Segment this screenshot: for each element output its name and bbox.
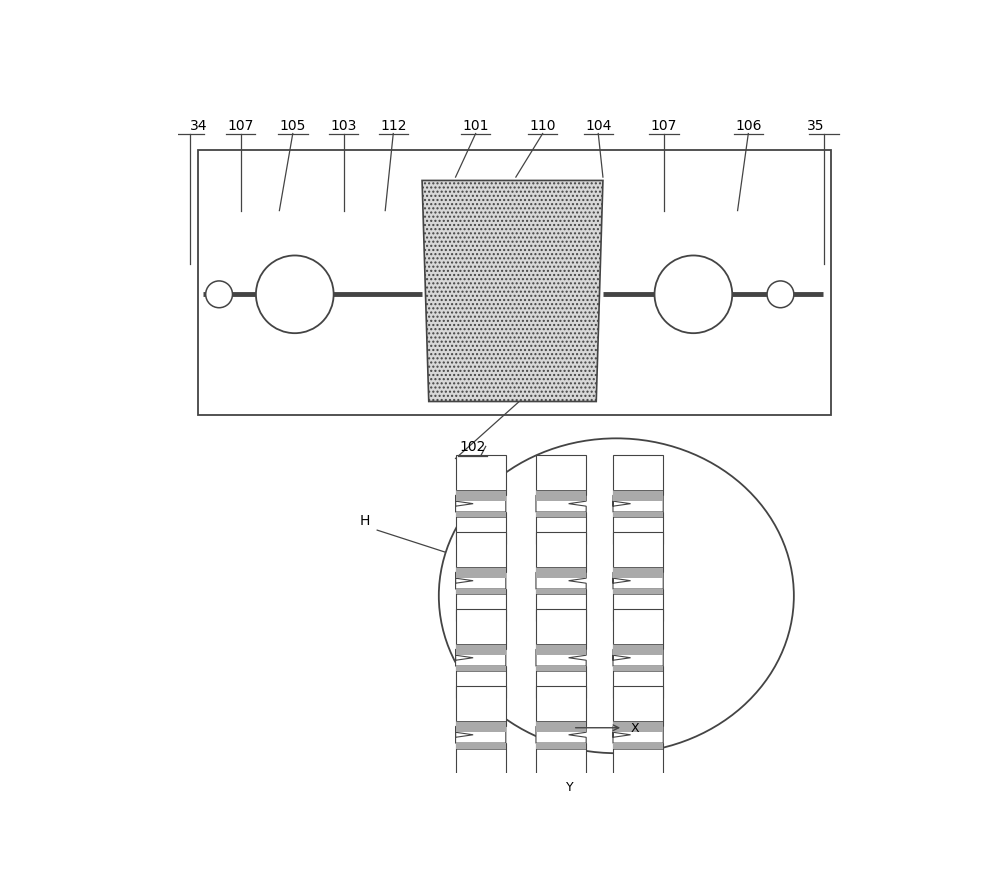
- Bar: [536, 743, 586, 775]
- Bar: [456, 644, 506, 650]
- Bar: [613, 589, 663, 594]
- Bar: [613, 667, 663, 672]
- Text: 103: 103: [330, 118, 357, 132]
- Polygon shape: [536, 726, 586, 743]
- Bar: [456, 667, 506, 699]
- Text: 105: 105: [280, 118, 306, 132]
- Bar: [536, 721, 586, 726]
- Text: Y: Y: [566, 780, 573, 793]
- Bar: [456, 513, 506, 545]
- Polygon shape: [613, 573, 663, 578]
- Bar: [536, 667, 586, 699]
- Bar: [198, 151, 831, 415]
- Polygon shape: [613, 650, 663, 655]
- Bar: [613, 743, 663, 749]
- Polygon shape: [456, 650, 506, 655]
- Bar: [536, 533, 586, 573]
- Polygon shape: [613, 726, 663, 743]
- Polygon shape: [456, 650, 506, 667]
- Text: 35: 35: [807, 118, 824, 132]
- Polygon shape: [456, 573, 506, 589]
- Text: 107: 107: [651, 118, 677, 132]
- Polygon shape: [456, 726, 506, 743]
- Polygon shape: [613, 726, 663, 732]
- Bar: [536, 667, 586, 672]
- Bar: [456, 687, 506, 726]
- Bar: [613, 513, 663, 545]
- Polygon shape: [536, 650, 586, 655]
- Polygon shape: [536, 726, 586, 732]
- Bar: [456, 589, 506, 594]
- Polygon shape: [456, 495, 506, 501]
- Polygon shape: [536, 495, 586, 501]
- Bar: [456, 721, 506, 726]
- Bar: [456, 609, 506, 650]
- Polygon shape: [613, 573, 663, 589]
- Bar: [536, 609, 586, 650]
- Bar: [613, 490, 663, 495]
- Bar: [456, 743, 506, 775]
- Circle shape: [767, 282, 794, 308]
- Bar: [613, 687, 663, 726]
- Bar: [536, 687, 586, 726]
- Bar: [456, 567, 506, 573]
- Polygon shape: [536, 573, 586, 578]
- Bar: [536, 589, 586, 621]
- Bar: [536, 644, 586, 650]
- Bar: [536, 743, 586, 749]
- Polygon shape: [536, 573, 586, 589]
- Polygon shape: [613, 495, 663, 513]
- Bar: [613, 533, 663, 573]
- Bar: [613, 644, 663, 650]
- Text: X: X: [631, 721, 640, 734]
- Bar: [536, 567, 586, 573]
- Bar: [456, 455, 506, 495]
- Bar: [613, 609, 663, 650]
- Bar: [456, 533, 506, 573]
- Polygon shape: [422, 182, 603, 402]
- Bar: [536, 513, 586, 545]
- Bar: [456, 589, 506, 621]
- Bar: [613, 513, 663, 518]
- Text: 106: 106: [735, 118, 762, 132]
- Circle shape: [256, 256, 334, 334]
- Text: 34: 34: [190, 118, 207, 132]
- Bar: [613, 721, 663, 726]
- Bar: [613, 567, 663, 573]
- Ellipse shape: [439, 439, 794, 753]
- Bar: [613, 743, 663, 775]
- Bar: [456, 513, 506, 518]
- Polygon shape: [613, 495, 663, 501]
- Bar: [456, 743, 506, 749]
- Bar: [456, 667, 506, 672]
- Text: 102: 102: [459, 440, 485, 454]
- Text: H: H: [360, 514, 370, 527]
- Bar: [613, 667, 663, 699]
- Circle shape: [655, 256, 732, 334]
- Circle shape: [206, 282, 232, 308]
- Text: 101: 101: [462, 118, 489, 132]
- Polygon shape: [456, 495, 506, 513]
- Bar: [536, 513, 586, 518]
- Polygon shape: [456, 726, 506, 732]
- Polygon shape: [536, 650, 586, 667]
- Bar: [536, 455, 586, 495]
- Text: 112: 112: [380, 118, 407, 132]
- Polygon shape: [613, 650, 663, 667]
- Text: 107: 107: [227, 118, 254, 132]
- Bar: [613, 455, 663, 495]
- Text: 110: 110: [529, 118, 556, 132]
- Bar: [536, 589, 586, 594]
- Polygon shape: [456, 573, 506, 578]
- Polygon shape: [536, 495, 586, 513]
- Bar: [536, 490, 586, 495]
- Bar: [456, 490, 506, 495]
- Text: 104: 104: [585, 118, 611, 132]
- Bar: [613, 589, 663, 621]
